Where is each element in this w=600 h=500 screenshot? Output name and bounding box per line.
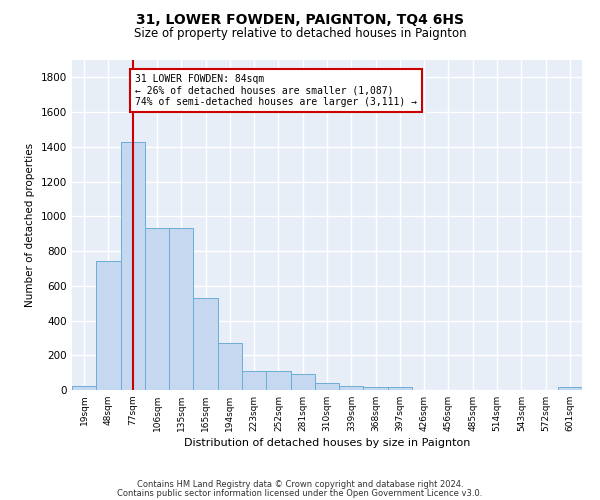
Bar <box>364 388 388 390</box>
Bar <box>96 262 121 390</box>
Bar <box>121 142 145 390</box>
Text: 31 LOWER FOWDEN: 84sqm
← 26% of detached houses are smaller (1,087)
74% of semi-: 31 LOWER FOWDEN: 84sqm ← 26% of detached… <box>135 74 417 107</box>
Text: 31, LOWER FOWDEN, PAIGNTON, TQ4 6HS: 31, LOWER FOWDEN, PAIGNTON, TQ4 6HS <box>136 12 464 26</box>
Text: Size of property relative to detached houses in Paignton: Size of property relative to detached ho… <box>134 28 466 40</box>
Bar <box>242 371 266 390</box>
Bar <box>315 383 339 390</box>
Y-axis label: Number of detached properties: Number of detached properties <box>25 143 35 307</box>
Bar <box>339 386 364 390</box>
Bar <box>388 388 412 390</box>
Bar <box>145 228 169 390</box>
Bar <box>290 374 315 390</box>
Bar <box>193 298 218 390</box>
Text: Contains public sector information licensed under the Open Government Licence v3: Contains public sector information licen… <box>118 488 482 498</box>
Bar <box>72 386 96 390</box>
X-axis label: Distribution of detached houses by size in Paignton: Distribution of detached houses by size … <box>184 438 470 448</box>
Bar <box>169 228 193 390</box>
Bar <box>558 387 582 390</box>
Bar <box>266 371 290 390</box>
Text: Contains HM Land Registry data © Crown copyright and database right 2024.: Contains HM Land Registry data © Crown c… <box>137 480 463 489</box>
Bar <box>218 343 242 390</box>
